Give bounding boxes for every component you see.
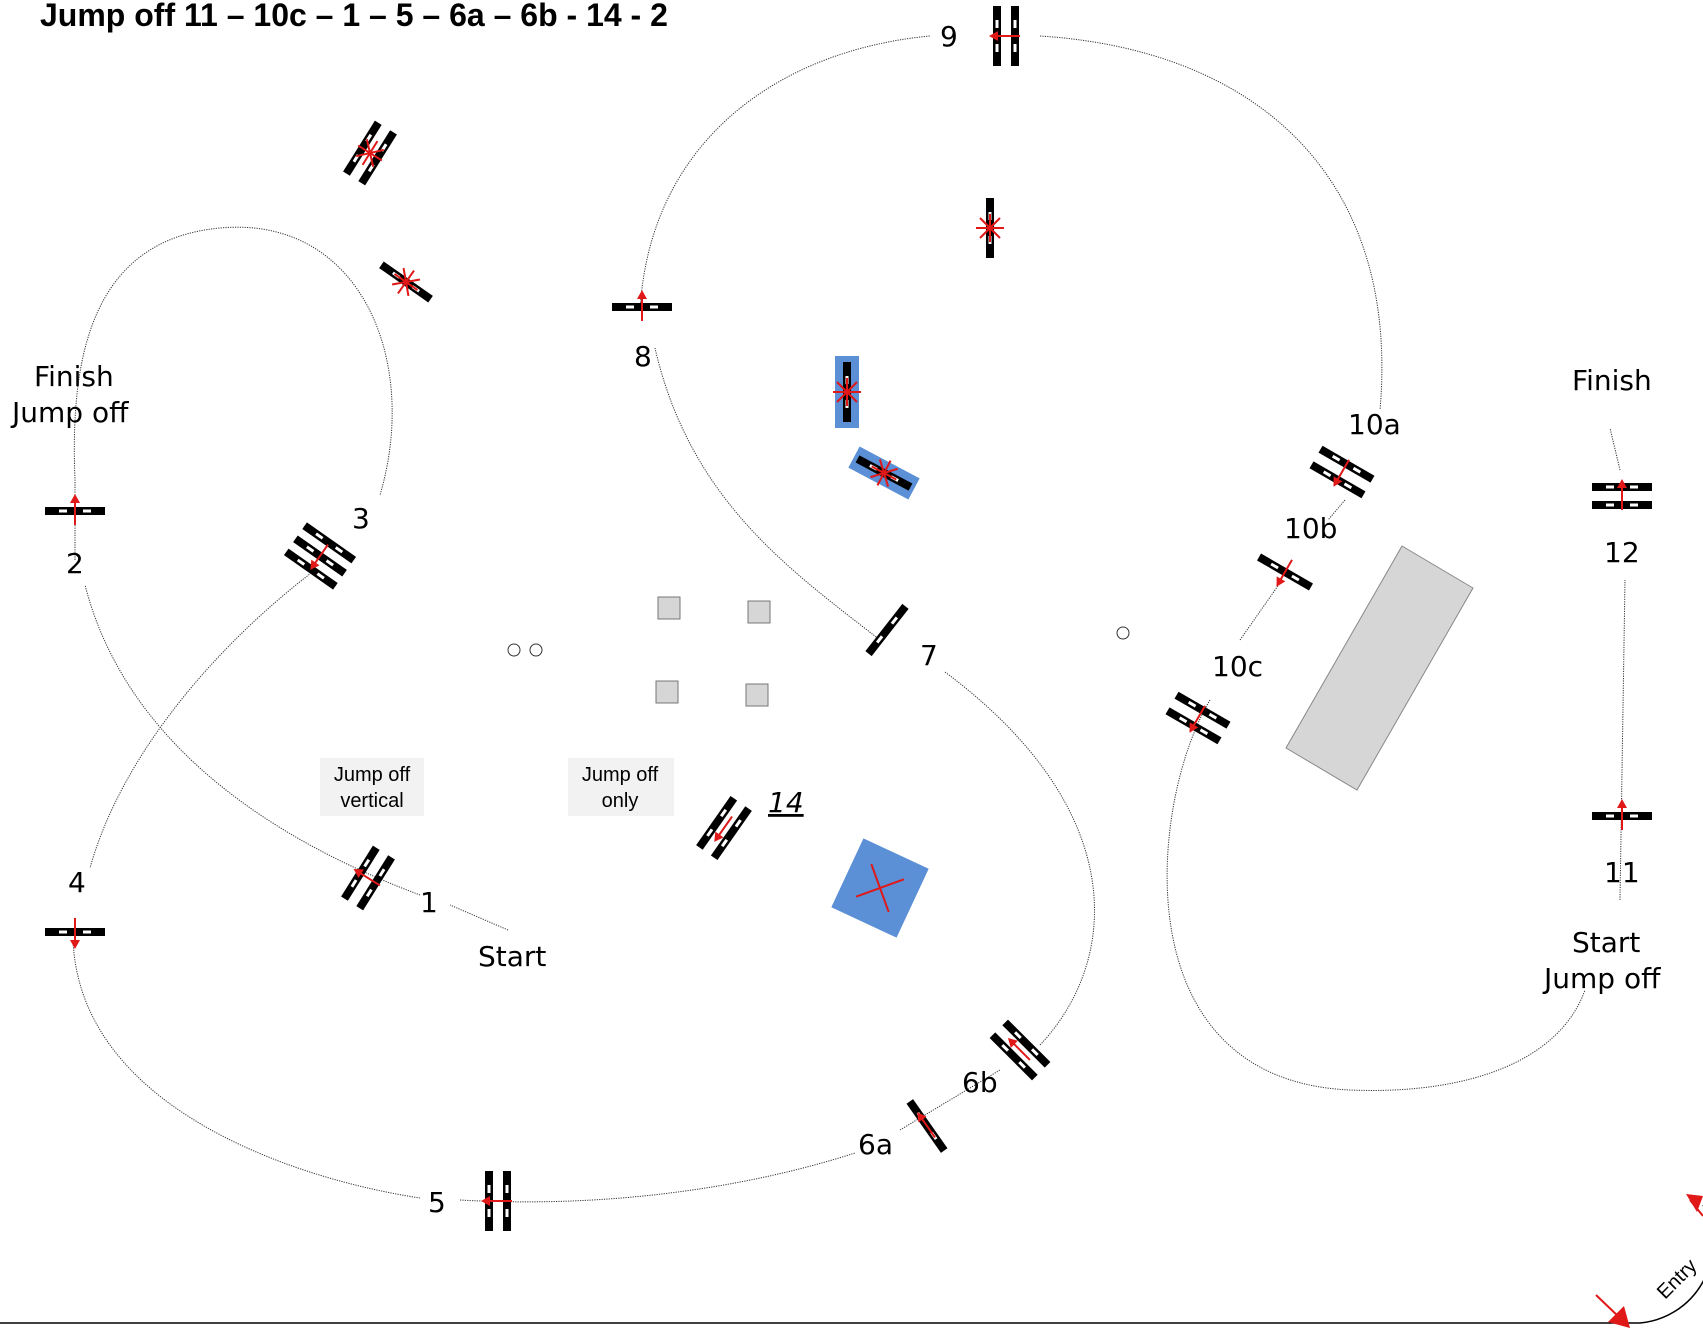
fence-5: [480, 1171, 513, 1231]
course-route: [72, 35, 1626, 1203]
route-11-to-12: [1619, 579, 1626, 901]
start-jumpoff-label-line1: Start: [1572, 926, 1640, 959]
note-jumpoff-vertical-line1: Jump off: [334, 764, 411, 786]
fence-1: [341, 845, 395, 911]
route-10b-to-10c: [1239, 579, 1283, 641]
gray-block: [657, 596, 681, 620]
unused-fence-vertical-center: [975, 198, 1005, 258]
gray-block: [747, 600, 771, 624]
fence-10a-label: 10a: [1348, 408, 1401, 441]
route-8-to-9: [639, 35, 931, 311]
fence-7: [865, 603, 909, 657]
fence-6a: [906, 1099, 948, 1153]
fence-6a-label: 6a: [858, 1128, 893, 1161]
fence-4-label: 4: [68, 866, 86, 899]
fence-9-label: 9: [940, 20, 958, 53]
entry-arrow-top: [1686, 1194, 1703, 1217]
fence-4: [45, 917, 105, 950]
fence-2: [45, 493, 105, 526]
fence-3-label: 3: [352, 502, 370, 535]
fence-3: [283, 522, 357, 590]
finish-label: Finish: [1572, 364, 1652, 397]
marker-dot: [507, 643, 521, 657]
finish-jumpoff-label-line1: Finish: [34, 360, 114, 393]
fence-9: [988, 6, 1021, 66]
route-9-to-10a: [1039, 35, 1383, 411]
water-fence-diagonal: [848, 446, 920, 500]
water-fence-upright: [832, 356, 862, 428]
fence-7-label: 7: [920, 639, 938, 672]
fence-2-label: 2: [66, 547, 84, 580]
note-jumpoff-only-line1: Jump off: [582, 764, 659, 786]
fence-10c-label: 10c: [1212, 650, 1263, 683]
note-jumpoff-vertical: Jump off vertical: [320, 758, 424, 816]
route-2-to-3-loop: [73, 226, 393, 560]
unused-fence-top-left-oxer: [343, 120, 397, 186]
unused-fence-vertical-left: [379, 261, 433, 303]
fence-5-label: 5: [428, 1186, 446, 1219]
route-10c-to-11: [1166, 699, 1586, 1091]
gray-block: [745, 683, 769, 707]
route-10a-to-10b: [1327, 499, 1346, 521]
route-7-to-8: [654, 347, 881, 641]
marker-dot: [529, 643, 543, 657]
fence-10c: [1165, 691, 1231, 745]
route-6b-to-7: [944, 671, 1095, 1046]
finish-jumpoff-label-line2: Jump off: [10, 396, 129, 429]
fence-12-label: 12: [1604, 536, 1640, 569]
fence-10b-label: 10b: [1284, 512, 1337, 545]
route-start-to-1: [449, 904, 509, 931]
route-1-to-2: [84, 584, 421, 896]
start-label: Start: [478, 940, 546, 973]
fence-8: [612, 289, 672, 322]
fence-12: [1592, 478, 1652, 511]
note-jumpoff-only: Jump off only: [568, 758, 674, 816]
route-12-to-finish: [1609, 427, 1621, 471]
route-6a-to-6b: [899, 1069, 1001, 1131]
large-gray-obstacle: [1285, 545, 1474, 791]
fence-10b: [1257, 553, 1313, 591]
fence-11: [1592, 798, 1652, 831]
page-title: Jump off 11 – 10c – 1 – 5 – 6a – 6b - 14…: [40, 0, 668, 33]
entry-label: Entry: [1653, 1255, 1702, 1304]
fence-14-label: 14: [768, 786, 804, 819]
note-jumpoff-vertical-line2: vertical: [340, 790, 403, 812]
fence-11-label: 11: [1604, 856, 1640, 889]
route-3-to-4: [89, 569, 316, 869]
water-tray: [831, 838, 929, 938]
gray-block: [655, 680, 679, 704]
entry-gate-arc: [1639, 1205, 1703, 1324]
fence-10a: [1309, 445, 1375, 499]
marker-dot: [1116, 626, 1130, 640]
route-5-to-6a: [459, 1152, 856, 1203]
fence-6b-label: 6b: [962, 1066, 998, 1099]
entry-arrow-bottom: [1595, 1294, 1630, 1328]
route-4-to-5: [72, 939, 421, 1199]
fence-8-label: 8: [634, 340, 652, 373]
note-jumpoff-only-line2: only: [602, 790, 639, 812]
fence-1-label: 1: [420, 886, 438, 919]
gray-blocks: [655, 596, 771, 707]
start-jumpoff-label-line2: Jump off: [1542, 962, 1661, 995]
fence-6b: [989, 1019, 1051, 1081]
fence-14: [696, 795, 752, 861]
